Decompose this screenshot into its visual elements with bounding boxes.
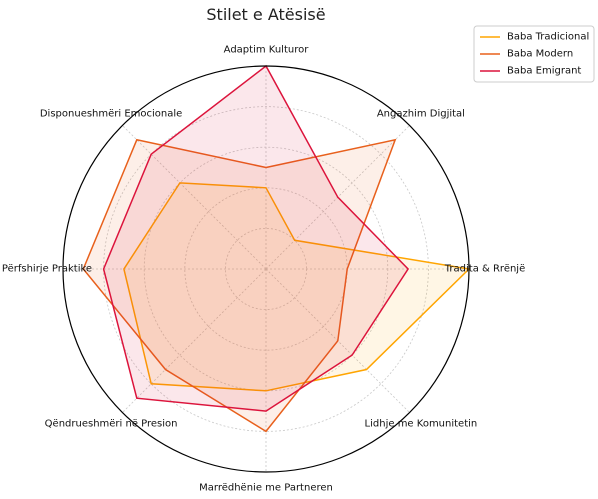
axis-label: Marrëdhënie me Partneren bbox=[199, 483, 333, 494]
legend: Baba Tradicional Baba Modern Baba Emigrant bbox=[473, 25, 595, 83]
axis-labels: Adaptim Kulturor Angazhim Digjital Tradita… bbox=[2, 45, 525, 494]
axis-label: Angazhim Digjital bbox=[377, 109, 465, 120]
series-area-1 bbox=[83, 139, 396, 432]
series-area-2 bbox=[103, 66, 409, 412]
axis-label: Qëndrueshmëri në Presion bbox=[45, 418, 178, 429]
axis-label: Lidhje me Komunitetin bbox=[365, 418, 478, 429]
chart-title: Stilet e Atësisë bbox=[206, 5, 325, 24]
legend-label: Baba Modern bbox=[507, 49, 573, 60]
legend-label: Baba Emigrant bbox=[507, 66, 581, 77]
axis-label: Tradita & Rrënjë bbox=[444, 264, 525, 275]
series-line-0 bbox=[123, 182, 471, 392]
axis-label: Adaptim Kulturor bbox=[224, 45, 310, 56]
series-area-0 bbox=[123, 182, 470, 391]
series-line-1 bbox=[82, 138, 397, 433]
legend-label: Baba Tradicional bbox=[507, 32, 589, 43]
grid-spoke bbox=[122, 268, 267, 413]
legend-box bbox=[473, 25, 595, 83]
axis-label: Disponueshmëri Emocionale bbox=[40, 109, 182, 120]
axis-label: Përfshirje Praktike bbox=[2, 264, 92, 275]
series-line-2 bbox=[102, 64, 410, 412]
grid-spoke bbox=[122, 125, 267, 270]
outer-ring bbox=[62, 65, 470, 473]
radar-series bbox=[82, 64, 471, 433]
